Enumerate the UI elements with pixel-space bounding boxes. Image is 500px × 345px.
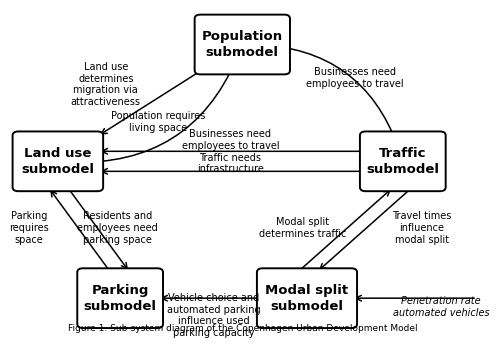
FancyBboxPatch shape: [78, 268, 163, 328]
Text: Vehicle choice and
automated parking
influence used
parking capacity: Vehicle choice and automated parking inf…: [167, 293, 260, 338]
Text: Businesses need
employees to travel: Businesses need employees to travel: [182, 129, 279, 151]
Text: Travel times
influence
modal split: Travel times influence modal split: [392, 211, 452, 245]
Text: Population
submodel: Population submodel: [202, 30, 283, 59]
Text: Businesses need
employees to travel: Businesses need employees to travel: [306, 67, 404, 89]
FancyBboxPatch shape: [360, 131, 446, 191]
Text: Parking
requires
space: Parking requires space: [10, 211, 49, 245]
FancyBboxPatch shape: [257, 268, 357, 328]
Text: Land use
submodel: Land use submodel: [22, 147, 95, 176]
Text: Modal split
determines traffic: Modal split determines traffic: [258, 217, 346, 239]
Text: Population requires
living space: Population requires living space: [112, 111, 206, 133]
Text: Figure 1. Sub-system diagram of the Copenhagen Urban Development Model: Figure 1. Sub-system diagram of the Cope…: [68, 324, 417, 333]
FancyBboxPatch shape: [12, 131, 103, 191]
FancyBboxPatch shape: [194, 14, 290, 75]
Text: Traffic needs
infrastructure: Traffic needs infrastructure: [197, 153, 264, 175]
Text: Land use
determines
migration via
attractiveness: Land use determines migration via attrac…: [71, 62, 141, 107]
FancyArrowPatch shape: [72, 59, 237, 162]
FancyArrowPatch shape: [256, 45, 398, 147]
Text: Parking
submodel: Parking submodel: [84, 284, 156, 313]
Text: Modal split
submodel: Modal split submodel: [266, 284, 348, 313]
Text: Residents and
employees need
parking space: Residents and employees need parking spa…: [78, 211, 158, 245]
Text: Penetration rate
automated vehicles: Penetration rate automated vehicles: [393, 296, 490, 318]
Text: Traffic
submodel: Traffic submodel: [366, 147, 440, 176]
